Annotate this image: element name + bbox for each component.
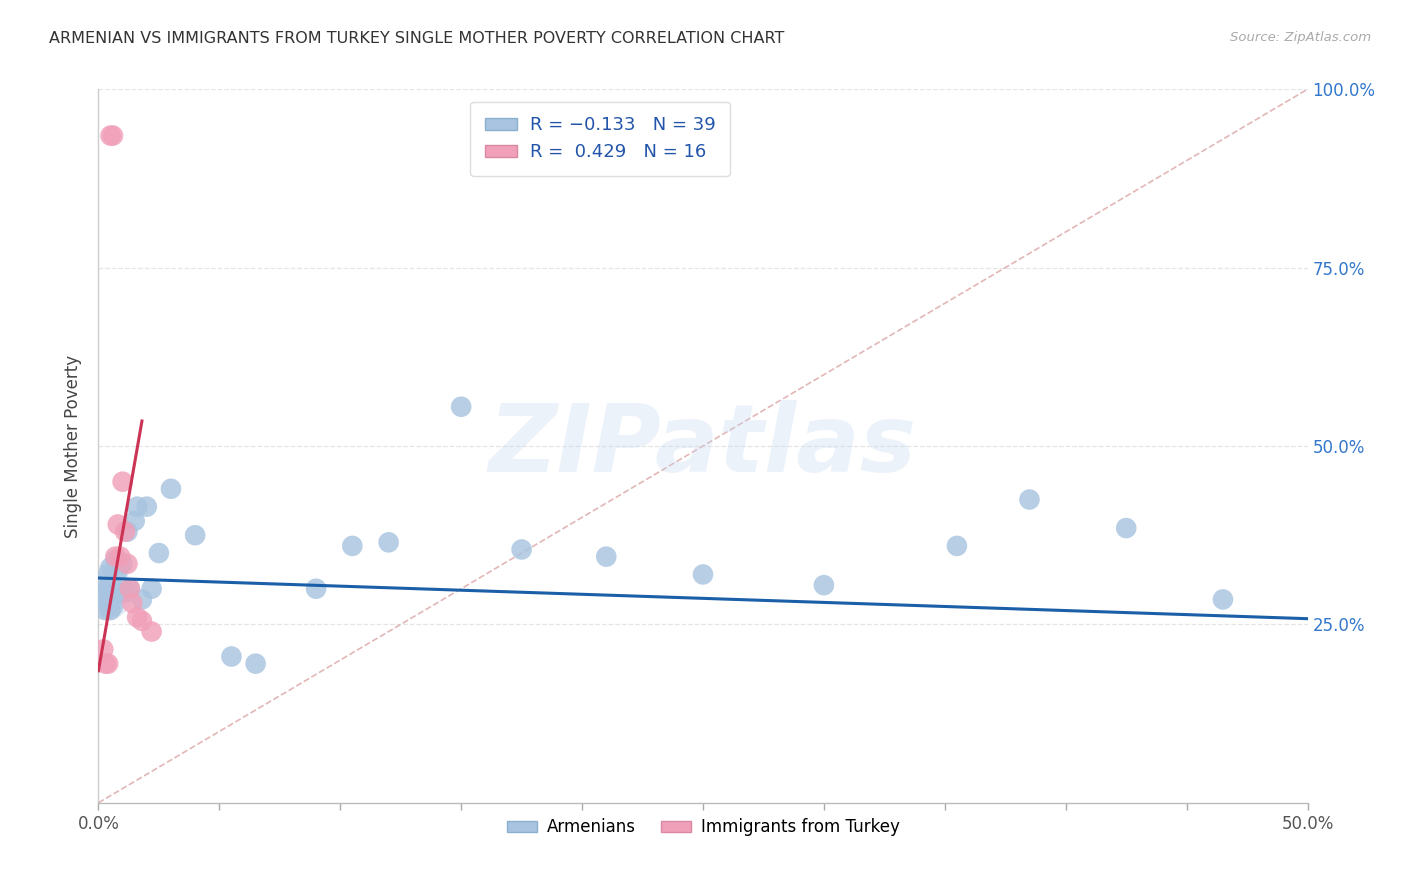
Point [595,549,617,564]
Point [104,589,127,603]
Point [111,557,134,571]
Point [107,517,129,532]
Point [91,642,114,657]
Point [108,585,131,599]
Point [377,535,399,549]
Point [141,582,163,596]
Point [101,578,124,592]
Point [124,514,146,528]
Text: Source: ZipAtlas.com: Source: ZipAtlas.com [1230,31,1371,45]
Point [117,524,139,539]
Point [100,128,122,143]
Point [108,549,131,564]
Point [1115,521,1137,535]
Y-axis label: Single Mother Poverty: Single Mother Poverty [63,354,82,538]
Point [121,596,143,610]
Point [342,539,364,553]
Point [127,610,149,624]
Point [221,649,243,664]
Point [117,557,139,571]
Point [91,585,114,599]
Point [1212,592,1234,607]
Point [184,528,207,542]
Point [107,564,129,578]
Point [1018,492,1040,507]
Point [101,128,124,143]
Point [118,582,141,596]
Text: ZIPatlas: ZIPatlas [489,400,917,492]
Point [114,524,136,539]
Point [104,553,127,567]
Point [510,542,533,557]
Point [946,539,969,553]
Point [97,596,120,610]
Point [94,582,117,596]
Point [100,560,122,574]
Point [101,599,124,614]
Text: ARMENIAN VS IMMIGRANTS FROM TURKEY SINGLE MOTHER POVERTY CORRELATION CHART: ARMENIAN VS IMMIGRANTS FROM TURKEY SINGL… [49,31,785,46]
Point [692,567,714,582]
Point [97,657,120,671]
Point [450,400,472,414]
Point [135,500,157,514]
Point [94,657,117,671]
Point [111,475,134,489]
Point [131,614,153,628]
Point [160,482,183,496]
Point [94,585,117,599]
Legend: Armenians, Immigrants from Turkey: Armenians, Immigrants from Turkey [501,812,905,843]
Point [118,582,141,596]
Point [131,592,153,607]
Point [127,500,149,514]
Point [100,603,122,617]
Point [104,549,127,564]
Point [141,624,163,639]
Point [97,567,120,582]
Point [94,603,117,617]
Point [94,585,117,599]
Point [305,582,328,596]
Point [148,546,170,560]
Point [114,585,136,599]
Point [245,657,267,671]
Point [813,578,835,592]
